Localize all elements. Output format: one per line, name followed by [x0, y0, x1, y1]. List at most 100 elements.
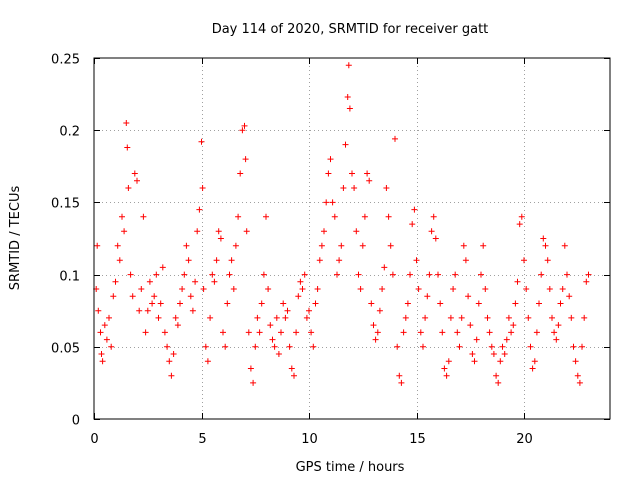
data-point: [465, 293, 472, 300]
data-point: [245, 329, 252, 336]
data-point: [316, 257, 323, 264]
data-point: [458, 314, 465, 321]
data-point: [387, 242, 394, 249]
data-point: [241, 122, 248, 129]
data-point: [566, 293, 573, 300]
data-point: [200, 286, 207, 292]
data-point: [239, 127, 246, 134]
data-point: [187, 293, 194, 300]
grid: [94, 58, 610, 419]
x-tick-label: 5: [198, 432, 206, 447]
data-point: [376, 307, 383, 314]
data-point: [125, 185, 132, 191]
y-tick-label: 0: [72, 414, 80, 429]
data-point: [583, 278, 590, 285]
data-point: [396, 372, 403, 379]
data-point: [561, 242, 568, 249]
data-point: [325, 170, 332, 177]
data-point: [228, 257, 235, 264]
data-point: [278, 329, 284, 336]
data-point: [123, 120, 130, 126]
data-point: [177, 300, 183, 307]
data-point: [379, 286, 386, 292]
plot-frame: [93, 57, 611, 420]
data-point: [340, 185, 347, 191]
data-point: [546, 286, 553, 292]
data-point: [417, 329, 424, 336]
data-point: [512, 300, 519, 307]
data-point: [422, 314, 429, 321]
data-point: [318, 242, 325, 249]
data-point: [155, 314, 162, 321]
data-point: [286, 343, 293, 350]
y-tick-label: 0.2: [59, 125, 80, 140]
data-point: [293, 329, 300, 336]
data-point: [247, 365, 254, 372]
data-point: [181, 271, 188, 278]
data-point: [119, 213, 125, 220]
data-point: [142, 329, 149, 336]
data-point: [136, 307, 143, 314]
data-point: [392, 135, 398, 142]
data-point: [452, 271, 459, 278]
data-point: [538, 271, 545, 278]
data-point: [144, 307, 151, 314]
data-point: [199, 185, 206, 191]
data-point: [170, 351, 177, 357]
y-tick-label: 0.15: [51, 197, 80, 212]
data-point: [409, 221, 416, 228]
data-point: [445, 358, 452, 365]
data-point: [258, 300, 265, 307]
data-point: [505, 314, 512, 321]
data-point: [357, 286, 364, 292]
data-point: [299, 286, 306, 292]
data-point: [370, 322, 377, 329]
data-points: [93, 62, 592, 386]
data-point: [161, 329, 168, 336]
data-point: [159, 264, 166, 271]
data-point: [555, 322, 562, 329]
data-point: [497, 358, 504, 365]
data-point: [101, 322, 108, 329]
data-point: [342, 141, 349, 148]
data-point: [271, 343, 278, 350]
data-point: [557, 300, 564, 307]
data-point: [542, 242, 549, 249]
data-point: [230, 286, 237, 292]
data-point: [95, 307, 102, 314]
data-point: [194, 228, 201, 235]
data-point: [368, 300, 375, 307]
data-point: [243, 228, 250, 235]
data-point: [355, 271, 362, 278]
data-point: [415, 286, 422, 292]
data-point: [430, 213, 437, 220]
data-point: [211, 278, 218, 285]
data-point: [469, 351, 476, 357]
data-point: [462, 257, 469, 264]
data-point: [179, 286, 186, 292]
data-point: [237, 170, 244, 177]
data-point: [523, 286, 530, 292]
data-point: [172, 314, 179, 321]
data-point: [232, 242, 239, 249]
data-point: [499, 343, 506, 350]
data-point: [174, 322, 181, 329]
data-point: [411, 206, 418, 213]
data-point: [267, 322, 274, 329]
data-point: [372, 336, 379, 343]
data-point: [297, 278, 304, 285]
data-point: [471, 358, 478, 365]
data-point: [131, 170, 138, 177]
data-point: [196, 206, 203, 213]
data-point: [495, 379, 502, 386]
data-point: [134, 177, 140, 184]
data-point: [345, 62, 352, 69]
data-point: [209, 271, 216, 278]
data-point: [97, 329, 104, 336]
data-point: [338, 242, 345, 249]
data-point: [108, 343, 115, 350]
x-tick-label: 20: [516, 432, 533, 447]
data-point: [475, 300, 482, 307]
data-point: [321, 228, 327, 235]
data-point: [329, 199, 336, 206]
